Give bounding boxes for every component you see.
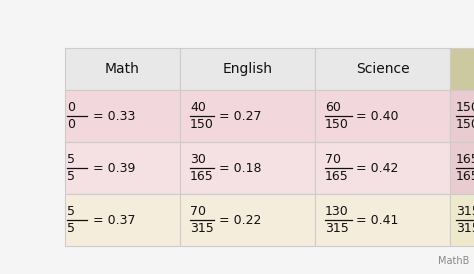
Text: 5: 5: [67, 222, 75, 235]
Bar: [450, 142, 474, 194]
Text: = 0.37: = 0.37: [93, 213, 136, 227]
Text: 5: 5: [67, 153, 75, 166]
Text: = 0.40: = 0.40: [356, 110, 399, 122]
Bar: [65, 90, 180, 142]
Bar: [65, 142, 180, 194]
Text: 165: 165: [456, 153, 474, 166]
Text: 5: 5: [67, 170, 75, 183]
Bar: [180, 90, 315, 142]
Text: 315: 315: [325, 222, 349, 235]
Text: = 0.39: = 0.39: [93, 161, 136, 175]
Text: 40: 40: [190, 101, 206, 114]
Bar: [315, 90, 450, 142]
Text: 315: 315: [190, 222, 214, 235]
Bar: [315, 142, 450, 194]
Bar: [450, 90, 474, 142]
Text: 5: 5: [67, 205, 75, 218]
Bar: [450, 194, 474, 246]
Bar: [65, 48, 180, 90]
Text: 60: 60: [325, 101, 341, 114]
Text: 150: 150: [190, 118, 214, 131]
Bar: [65, 194, 180, 246]
Text: 150: 150: [325, 118, 349, 131]
Text: 70: 70: [190, 205, 206, 218]
Text: 30: 30: [190, 153, 206, 166]
Bar: [450, 48, 474, 90]
Text: 0: 0: [67, 101, 75, 114]
Text: 130: 130: [325, 205, 349, 218]
Text: = 0.27: = 0.27: [219, 110, 262, 122]
Text: 70: 70: [325, 153, 341, 166]
Text: 150: 150: [456, 118, 474, 131]
Text: 150: 150: [456, 101, 474, 114]
Text: = 0.22: = 0.22: [219, 213, 261, 227]
Bar: [180, 48, 315, 90]
Text: = 0.41: = 0.41: [356, 213, 398, 227]
Text: = 0.33: = 0.33: [93, 110, 136, 122]
Text: 165: 165: [190, 170, 214, 183]
Text: 315: 315: [456, 205, 474, 218]
Text: Science: Science: [356, 62, 410, 76]
Text: 0: 0: [67, 118, 75, 131]
Text: 165: 165: [325, 170, 349, 183]
Bar: [315, 48, 450, 90]
Text: English: English: [222, 62, 273, 76]
Bar: [180, 142, 315, 194]
Text: 165: 165: [456, 170, 474, 183]
Text: Math: Math: [105, 62, 140, 76]
Bar: [180, 194, 315, 246]
Text: MathB: MathB: [438, 256, 469, 266]
Text: = 0.42: = 0.42: [356, 161, 398, 175]
Text: = 0.18: = 0.18: [219, 161, 262, 175]
Bar: [315, 194, 450, 246]
Text: 315: 315: [456, 222, 474, 235]
